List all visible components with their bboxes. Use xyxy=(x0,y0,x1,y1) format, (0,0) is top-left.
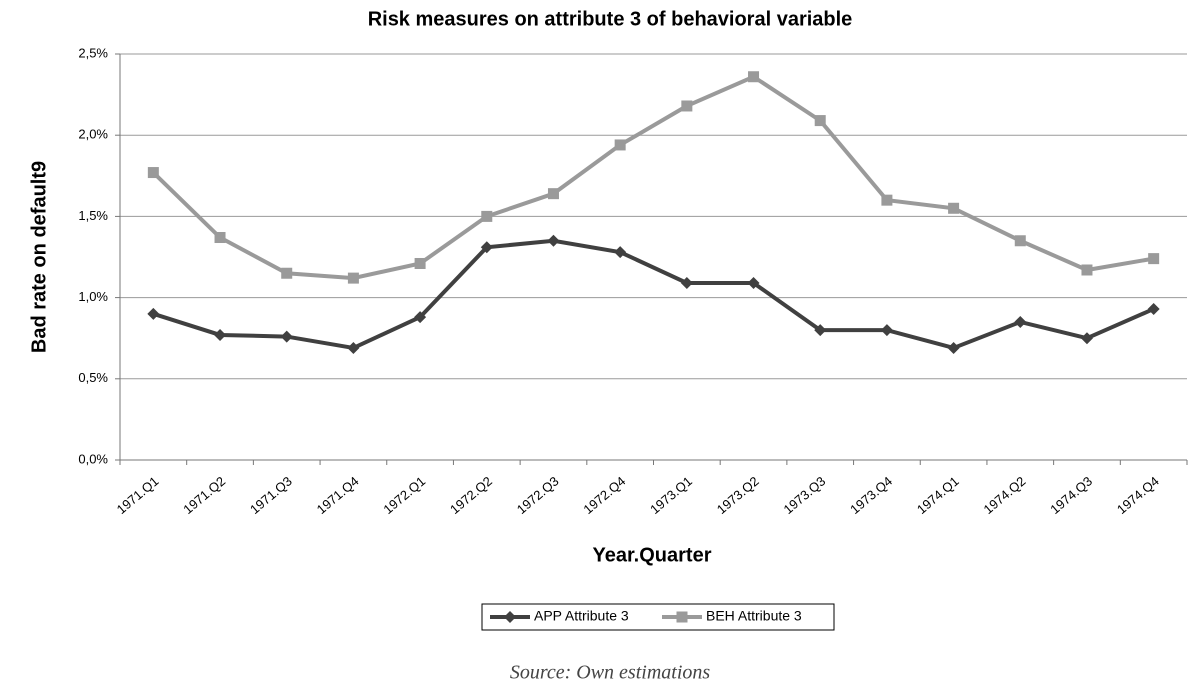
x-tick-label: 1974.Q2 xyxy=(981,473,1029,517)
data-point xyxy=(214,232,226,244)
data-point xyxy=(480,241,493,254)
legend-box xyxy=(481,603,835,631)
data-point xyxy=(614,139,626,151)
data-point xyxy=(614,246,627,259)
data-point xyxy=(147,167,159,179)
x-tick-label: 1973.Q3 xyxy=(781,473,829,517)
data-point xyxy=(748,71,760,83)
data-point xyxy=(680,276,693,289)
data-point xyxy=(1147,302,1160,315)
x-tick-label: 1974.Q3 xyxy=(1047,473,1095,517)
legend-marker xyxy=(504,611,516,623)
y-tick-label: 0,0% xyxy=(78,451,108,466)
data-point xyxy=(347,341,360,354)
data-point xyxy=(281,267,293,279)
data-point xyxy=(347,272,359,284)
x-tick-label: 1973.Q2 xyxy=(714,473,762,517)
series-line xyxy=(151,74,1154,281)
y-tick-label: 1,5% xyxy=(78,208,108,223)
data-point xyxy=(814,324,827,337)
data-point xyxy=(1148,253,1160,265)
x-tick-label: 1971.Q2 xyxy=(180,473,228,517)
x-tick-label: 1974.Q4 xyxy=(1114,473,1162,517)
data-point xyxy=(214,328,227,341)
data-point xyxy=(1080,332,1093,345)
x-axis-label: Year.Quarter xyxy=(593,544,712,566)
chart-title: Risk measures on attribute 3 of behavior… xyxy=(368,8,853,30)
legend-marker xyxy=(676,611,688,623)
y-axis-label: Bad rate on default9 xyxy=(28,161,50,353)
source-note: Source: Own estimations xyxy=(510,662,711,684)
x-tick-label: 1973.Q4 xyxy=(847,473,895,517)
data-point xyxy=(1014,315,1027,328)
data-point xyxy=(280,330,293,343)
data-point xyxy=(947,341,960,354)
data-point xyxy=(414,257,426,269)
y-tick-label: 2,5% xyxy=(78,45,108,60)
data-point xyxy=(881,194,893,206)
data-point xyxy=(747,276,760,289)
data-point xyxy=(1014,235,1026,247)
x-tick-label: 1972.Q2 xyxy=(447,473,495,517)
x-tick-label: 1971.Q1 xyxy=(114,473,162,517)
x-tick-label: 1973.Q1 xyxy=(647,473,695,517)
series-line xyxy=(152,238,1155,351)
x-tick-label: 1974.Q1 xyxy=(914,473,962,517)
x-tick-label: 1972.Q4 xyxy=(580,473,628,517)
data-point xyxy=(481,210,493,222)
y-tick-label: 1,0% xyxy=(78,289,108,304)
data-point xyxy=(880,324,893,337)
data-point xyxy=(547,234,560,247)
data-point xyxy=(147,307,160,320)
x-tick-label: 1972.Q3 xyxy=(514,473,562,517)
y-tick-label: 2,0% xyxy=(78,127,108,142)
legend-label: APP Attribute 3 xyxy=(534,608,629,624)
data-point xyxy=(814,115,826,127)
x-tick-label: 1972.Q1 xyxy=(380,473,428,517)
data-point xyxy=(1081,264,1093,276)
data-point xyxy=(414,311,427,324)
x-tick-label: 1971.Q3 xyxy=(247,473,295,517)
data-point xyxy=(948,202,960,214)
legend-label: BEH Attribute 3 xyxy=(706,608,802,624)
x-tick-label: 1971.Q4 xyxy=(314,473,362,517)
data-point xyxy=(681,100,693,112)
data-point xyxy=(547,188,559,200)
y-tick-label: 0,5% xyxy=(78,370,108,385)
